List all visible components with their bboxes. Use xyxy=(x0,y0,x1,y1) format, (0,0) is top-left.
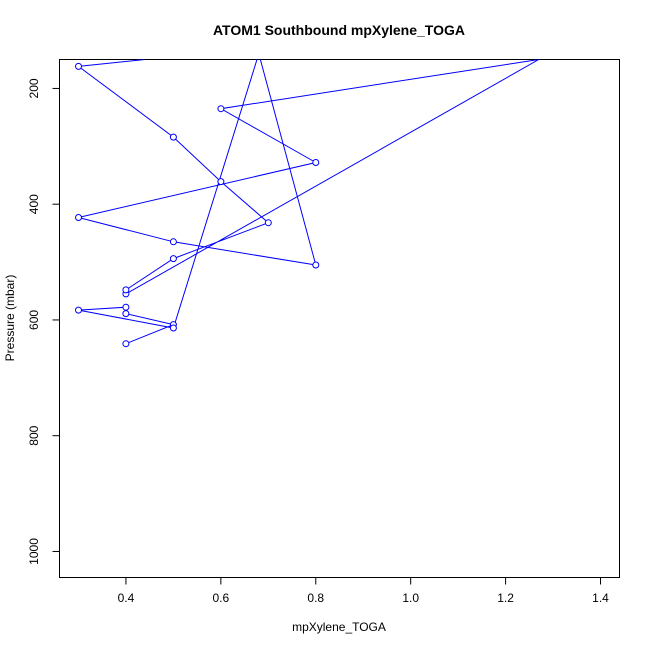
x-tick-label: 0.6 xyxy=(213,591,230,605)
data-point xyxy=(75,214,82,221)
y-tick-label: 200 xyxy=(27,78,41,98)
y-axis: 200 400 600 800 1000 xyxy=(27,78,60,565)
y-tick-label: 1000 xyxy=(27,538,41,565)
x-tick-label: 0.8 xyxy=(307,591,324,605)
x-axis: 0.4 0.6 0.8 1.0 1.2 1.4 xyxy=(118,577,609,605)
data-point xyxy=(312,159,320,166)
data-point xyxy=(264,219,272,227)
data-point xyxy=(169,255,177,263)
y-axis-label: Pressure (mbar) xyxy=(3,275,17,362)
data-point xyxy=(122,286,130,294)
data-point xyxy=(122,303,130,311)
series-line xyxy=(77,59,540,345)
data-point xyxy=(169,238,177,246)
data-point xyxy=(122,340,130,348)
data-point xyxy=(312,261,320,269)
data-point xyxy=(75,306,82,314)
plot-frame xyxy=(59,59,620,578)
y-tick-label: 400 xyxy=(27,194,41,214)
x-tick-label: 1.4 xyxy=(592,591,609,605)
data-point xyxy=(217,105,225,113)
x-tick-label: 1.2 xyxy=(497,591,514,605)
data-point xyxy=(169,324,177,332)
x-tick-label: 0.4 xyxy=(118,591,135,605)
y-tick-label: 600 xyxy=(27,310,41,330)
data-point xyxy=(169,133,177,141)
data-point xyxy=(217,178,225,186)
x-axis-label: mpXylene_TOGA xyxy=(292,620,386,634)
chart-title: ATOM1 Southbound mpXylene_TOGA xyxy=(213,22,465,38)
y-tick-label: 800 xyxy=(27,425,41,445)
series-layer xyxy=(75,59,540,348)
data-point xyxy=(75,62,82,70)
data-point xyxy=(122,310,130,318)
x-tick-label: 1.0 xyxy=(402,591,419,605)
